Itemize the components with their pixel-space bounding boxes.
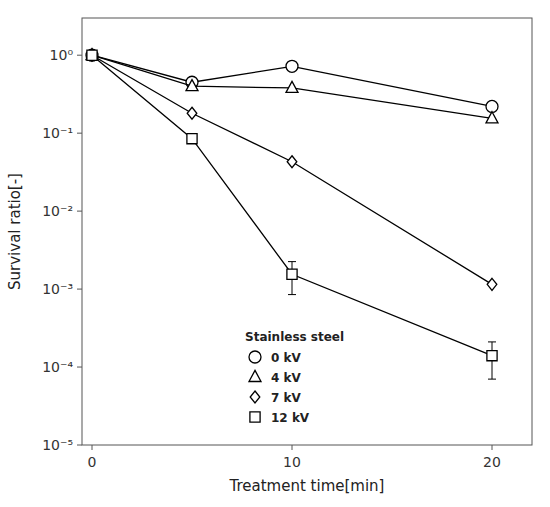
- data-point: [187, 134, 197, 144]
- data-point: [486, 112, 498, 123]
- y-tick: [77, 211, 82, 212]
- legend-marker: [249, 370, 261, 381]
- data-point: [186, 80, 198, 91]
- y-tick-label: 10⁻⁴: [42, 359, 73, 375]
- legend-marker: [249, 351, 261, 363]
- data-point: [286, 81, 298, 92]
- y-axis-label: Survival ratio[-]: [6, 173, 24, 290]
- x-tick: [292, 445, 293, 450]
- data-point: [87, 50, 97, 60]
- data-point: [87, 49, 97, 61]
- plot-area: [86, 49, 498, 380]
- legend: Stainless steel 0 kV 4 kV 7 kV 12 kV: [245, 330, 344, 425]
- legend-label: 0 kV: [271, 351, 302, 365]
- chart: 0 10 20 10⁻⁵ 10⁻⁴ 10⁻³ 10⁻² 10⁻¹ 10⁰ Treatment ti…: [0, 0, 550, 507]
- legend-label: 12 kV: [271, 411, 310, 425]
- data-point: [487, 278, 497, 290]
- legend-label: 7 kV: [271, 391, 302, 405]
- data-point: [487, 351, 497, 361]
- series-line: [92, 55, 492, 284]
- y-tick: [77, 55, 82, 56]
- legend-title: Stainless steel: [245, 330, 344, 344]
- data-point: [287, 269, 297, 279]
- data-point: [86, 49, 98, 60]
- y-tick: [77, 133, 82, 134]
- y-tick-label: 10⁻¹: [42, 125, 73, 141]
- y-tick-label: 10⁻²: [42, 203, 73, 219]
- y-tick-label: 10⁻³: [42, 281, 73, 297]
- y-tick: [77, 445, 82, 446]
- x-tick: [492, 445, 493, 450]
- data-point: [286, 60, 298, 72]
- y-tick-label: 10⁻⁵: [42, 437, 73, 453]
- legend-label: 4 kV: [271, 371, 302, 385]
- legend-marker: [250, 391, 260, 403]
- legend-marker: [250, 412, 260, 422]
- x-tick-label: 20: [483, 454, 501, 470]
- series-line: [92, 55, 492, 118]
- data-point: [86, 49, 98, 61]
- y-tick-label: 10⁰: [50, 47, 74, 63]
- data-point: [287, 156, 297, 168]
- data-point: [187, 107, 197, 119]
- y-tick: [77, 367, 82, 368]
- x-tick-label: 0: [88, 454, 97, 470]
- series-line: [92, 55, 492, 106]
- x-axis-label: Treatment time[min]: [229, 477, 385, 495]
- x-tick: [92, 445, 93, 450]
- series-line: [92, 55, 492, 355]
- x-tick-label: 10: [283, 454, 301, 470]
- plot-frame: [82, 18, 532, 445]
- y-tick: [77, 289, 82, 290]
